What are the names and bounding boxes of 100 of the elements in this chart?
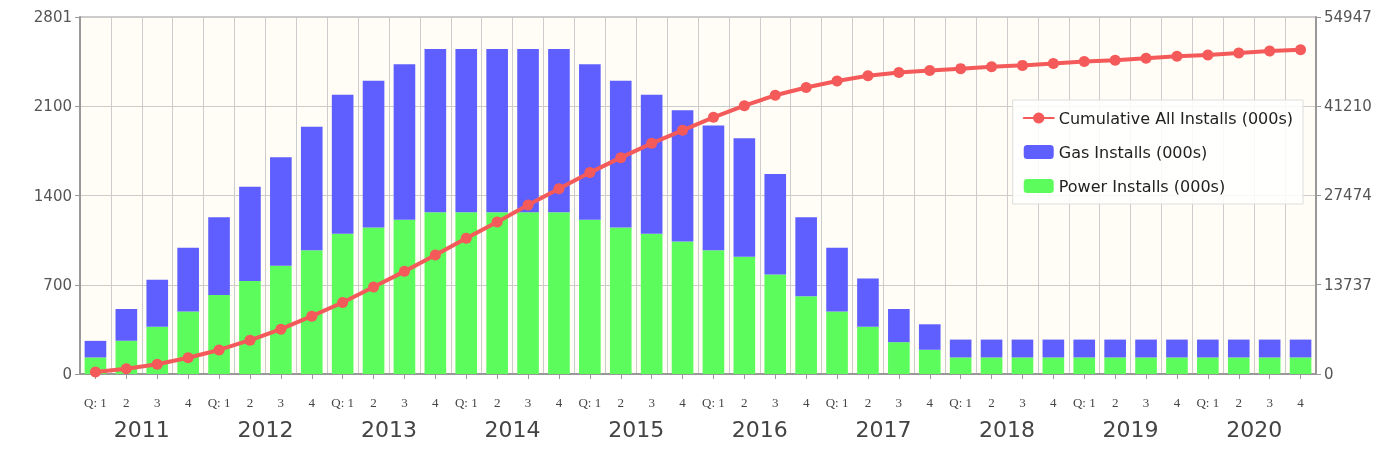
bar bbox=[393, 64, 416, 220]
x-tick-label: Q: 1 bbox=[1196, 395, 1220, 410]
point bbox=[738, 100, 750, 112]
bar bbox=[826, 311, 848, 374]
point bbox=[491, 216, 503, 228]
bar bbox=[671, 241, 694, 374]
point bbox=[1078, 55, 1090, 67]
bar bbox=[1011, 357, 1034, 374]
point bbox=[862, 70, 874, 82]
point bbox=[1233, 47, 1245, 59]
bar bbox=[548, 212, 570, 374]
point bbox=[1047, 57, 1059, 69]
x-tick-label: 4 bbox=[555, 395, 563, 410]
bar bbox=[270, 157, 292, 266]
point bbox=[553, 183, 565, 195]
point bbox=[924, 65, 936, 77]
bar bbox=[640, 94, 663, 234]
point bbox=[1264, 45, 1276, 57]
y-tick-label: 2100 bbox=[33, 97, 72, 116]
point bbox=[800, 81, 812, 93]
bar bbox=[609, 80, 632, 228]
bar bbox=[517, 48, 539, 213]
bar bbox=[1258, 357, 1281, 374]
point bbox=[1140, 52, 1152, 64]
bar bbox=[486, 212, 508, 374]
point bbox=[707, 111, 719, 123]
point bbox=[522, 199, 534, 211]
x-tick-label: Q: 1 bbox=[825, 395, 849, 410]
point bbox=[368, 281, 380, 293]
x-tick-label: 3 bbox=[154, 395, 161, 410]
bar bbox=[918, 324, 941, 350]
bar bbox=[455, 48, 478, 213]
y2-tick-label: 27474 bbox=[1324, 186, 1372, 205]
bar bbox=[1042, 357, 1065, 374]
bar bbox=[486, 48, 508, 213]
point bbox=[244, 334, 256, 346]
bar bbox=[1073, 357, 1096, 374]
x-tick-label: 4 bbox=[679, 395, 687, 410]
bar bbox=[640, 233, 663, 374]
bar bbox=[671, 110, 694, 242]
point bbox=[1202, 49, 1214, 61]
legend-label: Power Installs (000s) bbox=[1058, 176, 1226, 196]
x-tick-label: Q: 1 bbox=[949, 395, 973, 410]
bar bbox=[949, 357, 972, 374]
bar bbox=[1289, 339, 1312, 358]
bar bbox=[115, 309, 138, 341]
bar bbox=[795, 296, 817, 374]
point bbox=[429, 249, 441, 261]
bar bbox=[1166, 357, 1188, 374]
x-tick-label: 2 bbox=[370, 395, 377, 410]
x-tick-label: 2 bbox=[617, 395, 624, 410]
text: 2011 bbox=[113, 416, 170, 442]
point bbox=[460, 232, 472, 244]
bar bbox=[1227, 339, 1250, 358]
point bbox=[1109, 54, 1121, 66]
x-tick-label: 2 bbox=[1235, 395, 1242, 410]
bar bbox=[362, 80, 385, 228]
bar bbox=[702, 125, 725, 251]
bar bbox=[455, 212, 478, 374]
x-tick-label: 4 bbox=[432, 395, 440, 410]
legend-label: Cumulative All Installs (000s) bbox=[1058, 108, 1294, 128]
bar bbox=[1197, 339, 1219, 358]
x-tick-label: 2 bbox=[864, 395, 872, 410]
bar bbox=[980, 339, 1003, 358]
point bbox=[893, 67, 905, 79]
point bbox=[1295, 44, 1307, 56]
x-tick-label: Q: 1 bbox=[578, 395, 602, 410]
x-tick-label: 4 bbox=[1297, 395, 1305, 410]
point bbox=[955, 63, 967, 75]
bar bbox=[270, 265, 292, 374]
point bbox=[182, 352, 194, 364]
bar bbox=[177, 247, 199, 312]
bar bbox=[84, 340, 107, 358]
point bbox=[646, 137, 658, 149]
x-tick-label: 3 bbox=[895, 395, 903, 410]
bar bbox=[517, 212, 539, 374]
bar bbox=[548, 48, 570, 213]
point bbox=[1171, 50, 1183, 62]
bar bbox=[888, 309, 910, 343]
point bbox=[986, 61, 998, 73]
bar bbox=[1104, 357, 1126, 374]
bar bbox=[300, 126, 323, 251]
bar bbox=[1289, 357, 1312, 374]
bar bbox=[239, 186, 261, 281]
x-tick-label: Q: 1 bbox=[1072, 395, 1096, 410]
bar bbox=[208, 294, 230, 374]
bar bbox=[579, 64, 601, 220]
x-tick-label: 4 bbox=[926, 395, 934, 410]
text: 2013 bbox=[361, 416, 417, 442]
x-tick-label: 3 bbox=[648, 395, 655, 410]
y-tick-label: 0 bbox=[62, 365, 72, 383]
bar bbox=[1227, 357, 1250, 374]
bar bbox=[888, 342, 910, 374]
x-tick-label: 4 bbox=[1173, 395, 1181, 410]
point bbox=[677, 124, 689, 136]
bar bbox=[1073, 339, 1096, 358]
bar bbox=[239, 280, 261, 374]
point bbox=[1016, 59, 1028, 71]
bar bbox=[1166, 339, 1188, 358]
x-tick-label: 2 bbox=[123, 395, 130, 410]
